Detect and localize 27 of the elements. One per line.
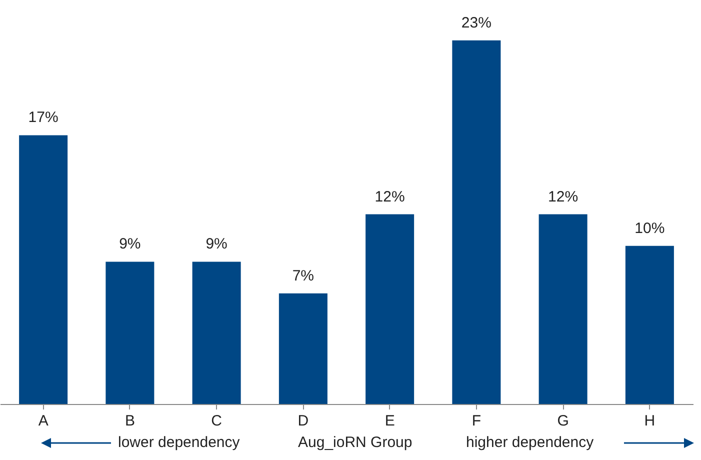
x-tick-label: D	[298, 412, 309, 430]
bar	[19, 135, 68, 404]
data-label: 10%	[634, 220, 665, 237]
data-label: 9%	[119, 236, 141, 253]
x-tick-label: A	[38, 412, 48, 430]
data-label: 12%	[548, 188, 578, 206]
text: Aug_ioRN Group	[298, 434, 412, 451]
text: lower dependency	[118, 434, 240, 451]
bar	[192, 262, 241, 404]
x-tick-label: C	[211, 412, 222, 430]
x-tick-label: B	[124, 412, 135, 430]
data-label: 12%	[374, 188, 405, 206]
bar	[625, 246, 674, 404]
data-label: 23%	[461, 14, 492, 32]
bar	[106, 262, 154, 404]
x-tick-label: E	[384, 412, 395, 430]
text: higher dependency	[466, 434, 594, 451]
data-label: 17%	[28, 109, 58, 126]
x-tick-label: G	[557, 412, 569, 430]
x-tick-label: H	[644, 412, 656, 430]
x-tick-label: F	[472, 412, 482, 430]
data-label: 7%	[292, 267, 314, 284]
bar	[538, 214, 588, 404]
bar	[278, 293, 328, 404]
data-label: 9%	[206, 236, 228, 253]
bar	[452, 40, 501, 404]
bar	[366, 214, 414, 404]
